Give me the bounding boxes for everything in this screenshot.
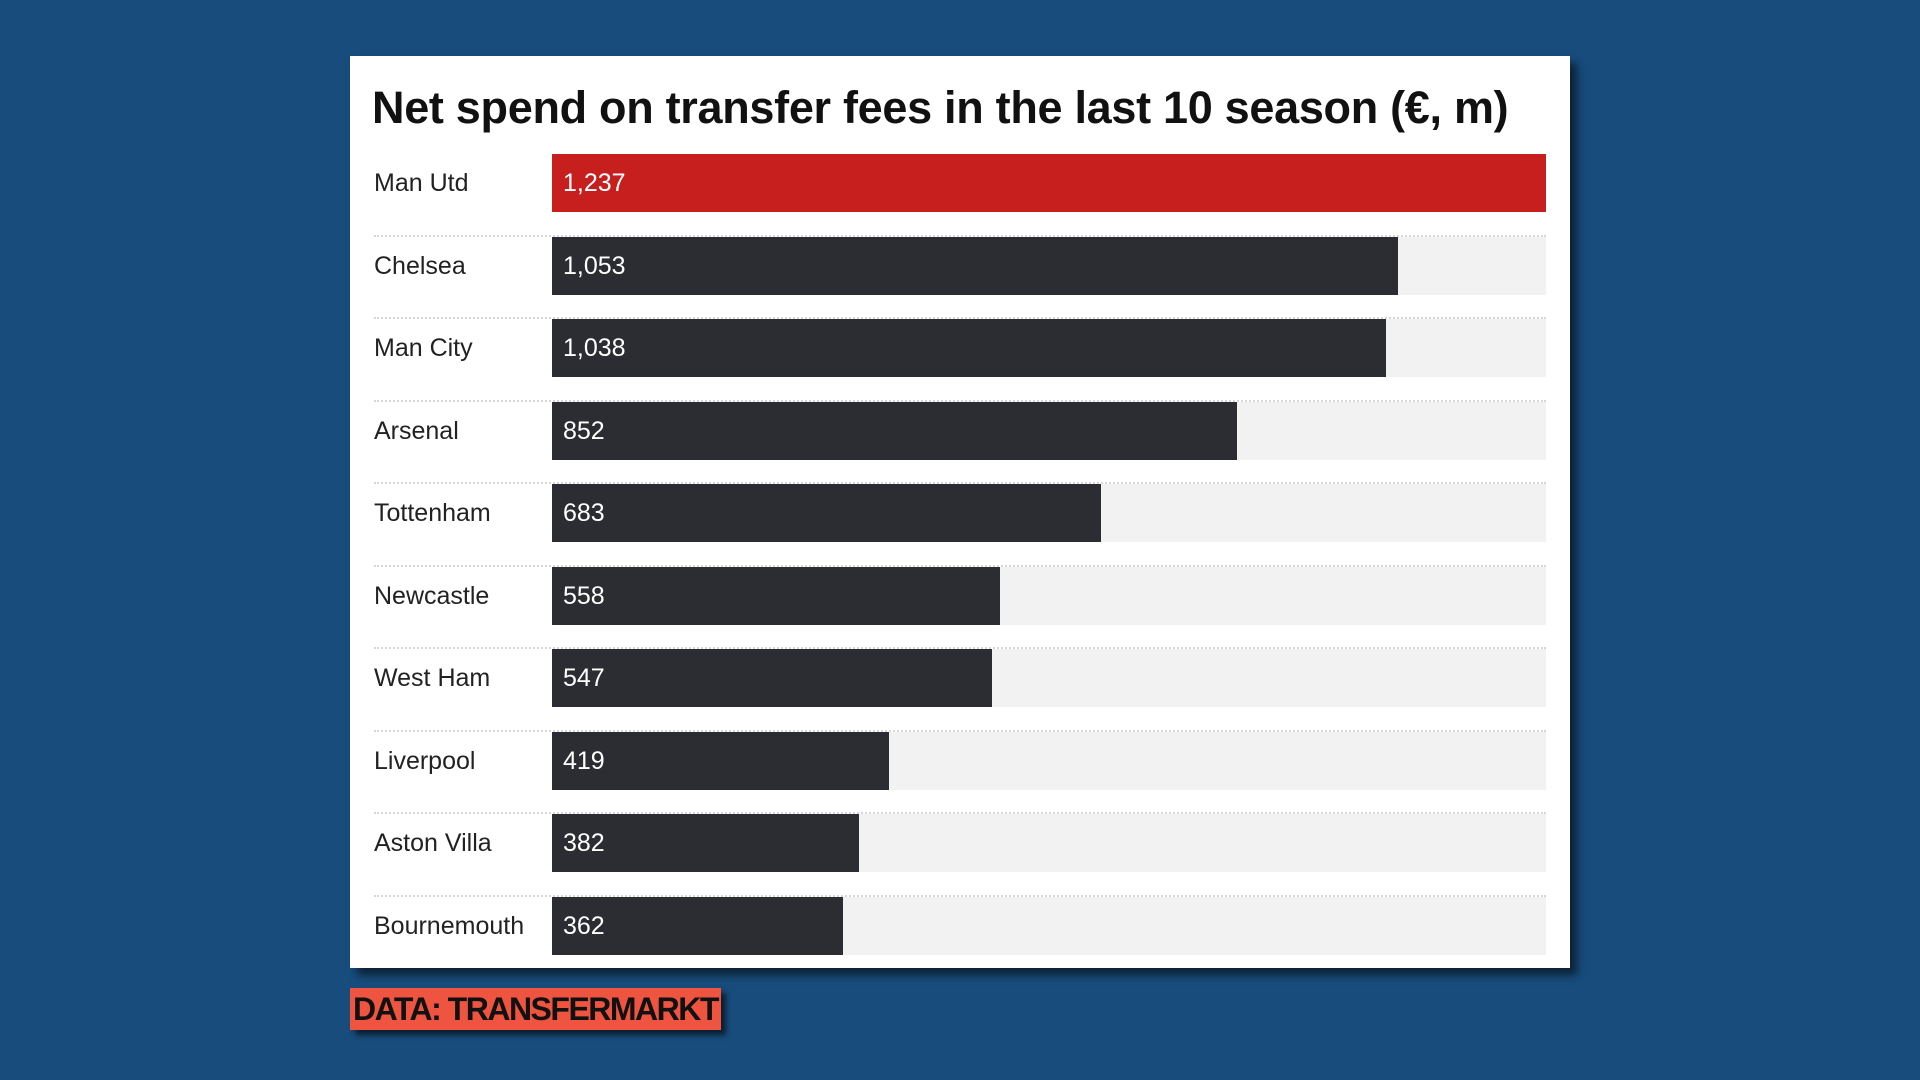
category-label: Tottenham	[374, 499, 491, 527]
bar-track: 419	[552, 731, 1546, 790]
bar: 419	[552, 731, 889, 790]
source-badge: DATA: TRANSFERMARKT	[350, 988, 721, 1030]
data-label: 852	[563, 416, 605, 445]
bar-row: West Ham 547	[374, 649, 1546, 732]
bar: 547	[552, 649, 992, 707]
chart-title: Net spend on transfer fees in the last 1…	[372, 82, 1509, 133]
bar: 852	[552, 401, 1237, 460]
chart-card: Net spend on transfer fees in the last 1…	[350, 56, 1570, 968]
bar-track: 1,038	[552, 319, 1546, 377]
data-label: 547	[563, 664, 605, 692]
bar-track: 558	[552, 566, 1546, 625]
bar-row: Man City 1,038	[374, 319, 1546, 402]
bar: 558	[552, 566, 1001, 625]
bar: 1,053	[552, 236, 1399, 295]
bar-track: 547	[552, 649, 1546, 707]
category-label: Bournemouth	[374, 911, 525, 940]
bar: 362	[552, 896, 843, 955]
bar-row: Liverpool 419	[374, 731, 1546, 814]
data-label: 1,237	[563, 169, 626, 197]
category-label: West Ham	[374, 664, 491, 692]
bar-row: Tottenham 683	[374, 484, 1546, 567]
data-label: 362	[563, 911, 605, 940]
data-label: 419	[563, 746, 605, 775]
bar-track: 362	[552, 896, 1546, 955]
bar: 683	[552, 484, 1101, 542]
bar-row: Man Utd 1,237	[374, 154, 1546, 237]
bar-track: 683	[552, 484, 1546, 542]
bar-track: 1,053	[552, 236, 1546, 295]
bar-row: Newcastle 558	[374, 566, 1546, 649]
bar: 1,038	[552, 319, 1387, 377]
category-label: Chelsea	[374, 251, 466, 280]
data-label: 1,053	[563, 251, 626, 280]
bar-row: Bournemouth 362	[374, 896, 1546, 980]
data-label: 683	[563, 499, 605, 527]
bar-row: Arsenal 852	[374, 401, 1546, 484]
category-label: Aston Villa	[374, 829, 492, 857]
category-label: Man City	[374, 334, 473, 362]
bar-track: 382	[552, 814, 1546, 872]
category-label: Newcastle	[374, 581, 490, 610]
data-label: 1,038	[563, 334, 626, 362]
category-label: Liverpool	[374, 746, 476, 775]
bar: 382	[552, 814, 859, 872]
bar-track: 1,237	[552, 154, 1546, 212]
category-label: Man Utd	[374, 169, 469, 197]
bar-rows: Man Utd 1,237 Chelsea 1,053 Man City 1,038 Ars…	[374, 154, 1546, 979]
bar-row: Aston Villa 382	[374, 814, 1546, 897]
bar-row: Chelsea 1,053	[374, 236, 1546, 319]
bar: 1,237	[552, 154, 1546, 212]
data-label: 382	[563, 829, 605, 857]
category-label: Arsenal	[374, 416, 459, 445]
data-label: 558	[563, 581, 605, 610]
bar-track: 852	[552, 401, 1546, 460]
